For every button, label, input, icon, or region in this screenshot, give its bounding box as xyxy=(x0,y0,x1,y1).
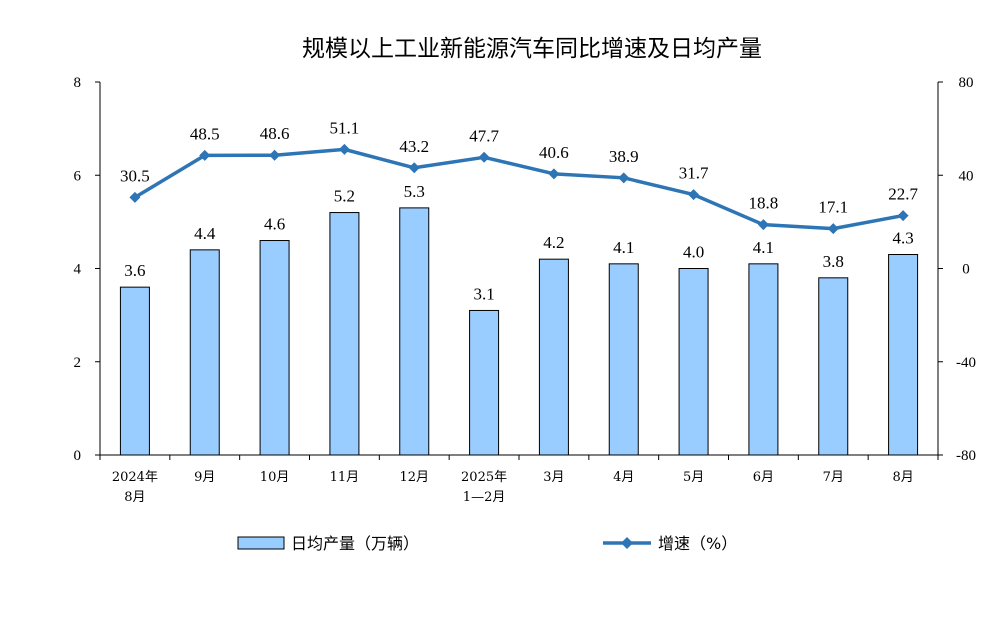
right-axis-tick-label: 80 xyxy=(959,75,974,91)
legend-label-bars: 日均产量（万辆） xyxy=(291,534,419,553)
line-point xyxy=(338,143,350,155)
bar-value-label: 5.2 xyxy=(334,187,355,206)
bar-value-label: 4.3 xyxy=(892,229,913,248)
left-axis-tick-label: 0 xyxy=(74,448,82,464)
left-axis-tick-label: 8 xyxy=(74,75,82,91)
bar xyxy=(888,254,919,456)
left-axis-tick-label: 6 xyxy=(74,168,82,184)
bar-value-label: 4.6 xyxy=(264,215,285,234)
x-category-label: 2025年 xyxy=(461,470,507,485)
x-category-label: 5月 xyxy=(683,470,704,485)
bar xyxy=(678,268,709,456)
x-category-label: 7月 xyxy=(823,470,844,485)
x-category-label: 3月 xyxy=(543,470,564,485)
x-category-label: 8月 xyxy=(124,490,145,505)
x-category-label: 12月 xyxy=(399,470,429,485)
legend-label-line: 增速（%） xyxy=(658,534,737,553)
plot-area: 0 2 4 6 8 -80 -40 0 40 80 3.6 4.4 4.6 5.2 5.3 3.1 4.2 4.1… xyxy=(74,75,977,505)
x-category-label: 4月 xyxy=(613,470,634,485)
left-axis-tick-label: 2 xyxy=(74,355,82,371)
line-value-label: 38.9 xyxy=(609,147,639,166)
bar xyxy=(399,207,430,456)
bar xyxy=(538,258,569,456)
x-category-label: 1—2月 xyxy=(463,490,506,505)
x-category-label: 6月 xyxy=(753,470,774,485)
x-category-label: 2024年 xyxy=(112,470,158,485)
line-point xyxy=(199,149,211,161)
bar-value-label: 4.1 xyxy=(753,238,774,257)
bar-value-label: 3.8 xyxy=(823,252,844,271)
bar xyxy=(748,263,779,456)
line-value-label: 22.7 xyxy=(888,185,918,204)
line-point xyxy=(688,189,700,201)
legend-marker xyxy=(621,537,633,549)
line-series-path xyxy=(134,147,904,231)
bar-value-label: 3.6 xyxy=(124,261,145,280)
bar xyxy=(119,286,150,456)
line-point xyxy=(478,151,490,163)
line-point xyxy=(897,210,909,222)
line-point xyxy=(408,162,420,174)
right-axis-tick-label: 40 xyxy=(959,168,974,184)
line-value-label: 40.6 xyxy=(539,143,569,162)
bar xyxy=(608,263,639,456)
line-value-label: 43.2 xyxy=(399,137,429,156)
line-point xyxy=(129,191,141,203)
bar-value-label: 4.2 xyxy=(543,233,564,252)
line-point xyxy=(548,168,560,180)
line-value-label: 51.1 xyxy=(330,118,360,137)
line-value-label: 31.7 xyxy=(679,164,709,183)
right-axis-tick-label: -80 xyxy=(956,448,976,464)
bar xyxy=(469,309,500,456)
bar xyxy=(189,249,220,456)
line-value-label: 48.6 xyxy=(260,124,290,143)
bar xyxy=(329,212,360,456)
line-value-label: 17.1 xyxy=(818,198,848,217)
legend: 日均产量（万辆） 增速（%） xyxy=(237,534,737,553)
line-value-label: 48.5 xyxy=(190,124,220,143)
line-value-label: 30.5 xyxy=(120,166,150,185)
line-value-label: 18.8 xyxy=(749,194,779,213)
bar-value-label: 4.4 xyxy=(194,224,216,243)
bar-value-label: 4.1 xyxy=(613,238,634,257)
legend-swatch-bars xyxy=(237,536,285,550)
line-point xyxy=(757,219,769,231)
left-axis-tick-label: 4 xyxy=(74,262,82,278)
line-value-label: 47.7 xyxy=(469,126,499,145)
bar xyxy=(818,277,849,456)
x-category-label: 8月 xyxy=(892,470,913,485)
right-axis-tick-label: 0 xyxy=(962,262,970,278)
bar-value-label: 4.0 xyxy=(683,243,704,262)
x-category-label: 10月 xyxy=(260,470,290,485)
line-point xyxy=(827,223,839,235)
bar-value-label: 3.1 xyxy=(473,284,494,303)
x-category-label: 9月 xyxy=(194,470,215,485)
bar-value-label: 5.3 xyxy=(404,182,425,201)
bar xyxy=(259,240,290,456)
line-point xyxy=(618,172,630,184)
line-point xyxy=(269,149,281,161)
right-axis-tick-label: -40 xyxy=(956,355,976,371)
chart-title: 规模以上工业新能源汽车同比增速及日均产量 xyxy=(302,36,762,62)
x-category-label: 11月 xyxy=(330,470,360,485)
